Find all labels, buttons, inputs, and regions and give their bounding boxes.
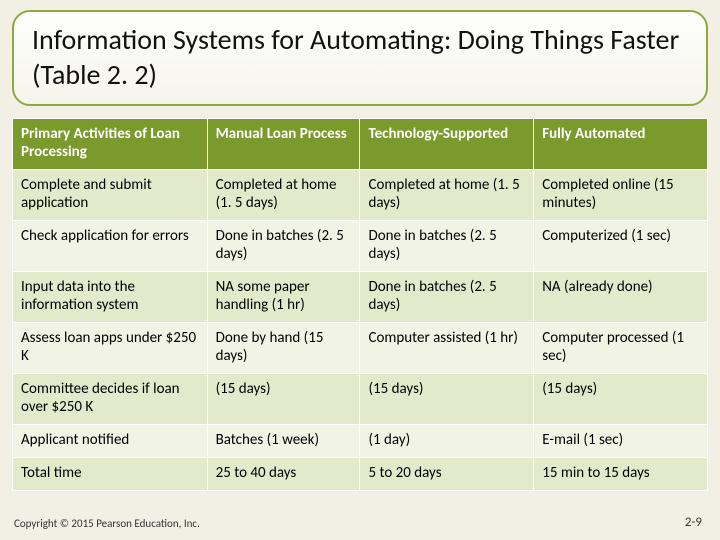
- cell: 15 min to 15 days: [534, 458, 708, 491]
- slide: Information Systems for Automating: Doin…: [0, 0, 720, 540]
- cell: 5 to 20 days: [360, 458, 534, 491]
- cell: Total time: [13, 458, 208, 491]
- table-row: Complete and submit application Complete…: [13, 170, 708, 221]
- table-row: Assess loan apps under $250 K Done by ha…: [13, 323, 708, 374]
- cell: (15 days): [534, 374, 708, 425]
- cell: Completed at home (1. 5 days): [207, 170, 360, 221]
- cell: Computerized (1 sec): [534, 221, 708, 272]
- cell: (1 day): [360, 425, 534, 458]
- table-header-row: Primary Activities of Loan Processing Ma…: [13, 119, 708, 170]
- cell: Computer assisted (1 hr): [360, 323, 534, 374]
- cell: Input data into the information system: [13, 272, 208, 323]
- cell: 25 to 40 days: [207, 458, 360, 491]
- col-header: Primary Activities of Loan Processing: [13, 119, 208, 170]
- table-row: Applicant notified Batches (1 week) (1 d…: [13, 425, 708, 458]
- table-row: Check application for errors Done in bat…: [13, 221, 708, 272]
- cell: Done by hand (15 days): [207, 323, 360, 374]
- table-row: Committee decides if loan over $250 K (1…: [13, 374, 708, 425]
- page-number: 2-9: [685, 515, 702, 530]
- table-row: Total time 25 to 40 days 5 to 20 days 15…: [13, 458, 708, 491]
- loan-processing-table: Primary Activities of Loan Processing Ma…: [12, 118, 708, 491]
- copyright-footer: Copyright © 2015 Pearson Education, Inc.: [14, 517, 200, 530]
- cell: Completed online (15 minutes): [534, 170, 708, 221]
- cell: Done in batches (2. 5 days): [207, 221, 360, 272]
- cell: NA some paper handling (1 hr): [207, 272, 360, 323]
- cell: NA (already done): [534, 272, 708, 323]
- cell: (15 days): [207, 374, 360, 425]
- col-header: Technology-Supported: [360, 119, 534, 170]
- cell: Applicant notified: [13, 425, 208, 458]
- cell: E-mail (1 sec): [534, 425, 708, 458]
- cell: Assess loan apps under $250 K: [13, 323, 208, 374]
- title-box: Information Systems for Automating: Doin…: [12, 10, 708, 106]
- cell: Done in batches (2. 5 days): [360, 272, 534, 323]
- cell: Done in batches (2. 5 days): [360, 221, 534, 272]
- col-header: Manual Loan Process: [207, 119, 360, 170]
- cell: Check application for errors: [13, 221, 208, 272]
- table-row: Input data into the information system N…: [13, 272, 708, 323]
- col-header: Fully Automated: [534, 119, 708, 170]
- slide-title: Information Systems for Automating: Doin…: [32, 22, 688, 92]
- cell: Completed at home (1. 5 days): [360, 170, 534, 221]
- cell: (15 days): [360, 374, 534, 425]
- cell: Batches (1 week): [207, 425, 360, 458]
- cell: Computer processed (1 sec): [534, 323, 708, 374]
- cell: Complete and submit application: [13, 170, 208, 221]
- cell: Committee decides if loan over $250 K: [13, 374, 208, 425]
